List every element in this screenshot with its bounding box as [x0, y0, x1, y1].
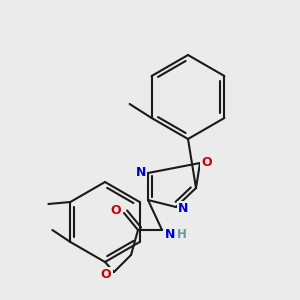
Text: O: O	[111, 203, 121, 217]
Text: H: H	[177, 227, 187, 241]
Text: O: O	[101, 268, 111, 281]
Text: O: O	[202, 157, 212, 169]
Text: N: N	[136, 167, 146, 179]
Text: N: N	[178, 202, 188, 215]
Text: N: N	[165, 227, 175, 241]
